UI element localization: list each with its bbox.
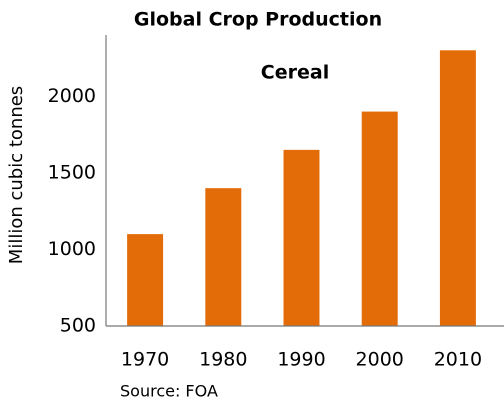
x-tick-label: 2000 [356,349,404,371]
y-tick-label: 2000 [48,85,96,107]
source-note: Source: FOA [120,382,218,401]
x-tick-label: 1990 [277,349,325,371]
x-tick-label: 1980 [199,349,247,371]
bar [283,149,320,326]
bar [439,50,476,326]
x-tick-label: 2010 [434,349,482,371]
y-tick-label: 1000 [48,238,96,260]
x-tick-label: 1970 [121,349,169,371]
y-tick-label: 1500 [48,161,96,183]
chart-title: Global Crop Production [134,9,382,31]
bar [205,188,242,326]
chart-subtitle: Cereal [261,62,329,84]
bar [127,234,164,326]
y-axis-label: Million cubic tonnes [6,86,27,264]
y-tick-label: 500 [60,315,96,337]
bar [361,111,398,326]
